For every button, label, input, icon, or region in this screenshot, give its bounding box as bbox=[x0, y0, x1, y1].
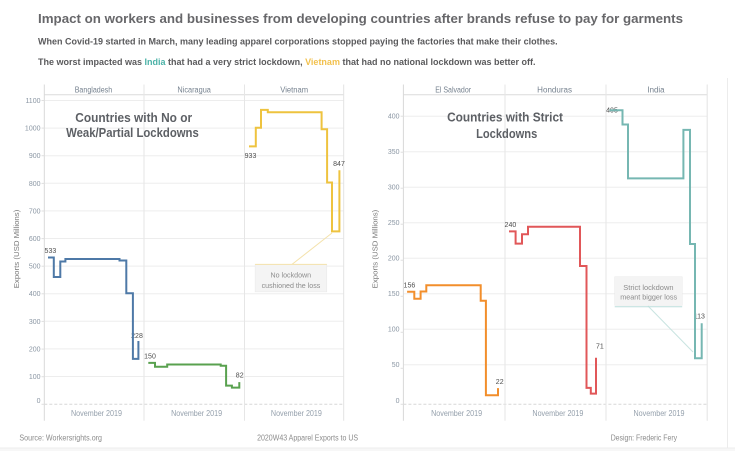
svg-text:Countries with No or: Countries with No or bbox=[75, 111, 192, 125]
svg-text:300: 300 bbox=[388, 185, 400, 192]
svg-text:November 2019: November 2019 bbox=[634, 408, 685, 418]
svg-text:1000: 1000 bbox=[25, 126, 41, 133]
svg-text:600: 600 bbox=[29, 236, 41, 243]
svg-text:150: 150 bbox=[144, 354, 156, 361]
svg-text:847: 847 bbox=[333, 161, 345, 168]
svg-text:113: 113 bbox=[694, 314, 705, 321]
svg-text:933: 933 bbox=[245, 153, 257, 160]
svg-text:November 2019: November 2019 bbox=[431, 408, 482, 418]
svg-text:150: 150 bbox=[388, 291, 400, 298]
svg-text:400: 400 bbox=[29, 291, 41, 298]
svg-text:meant bigger loss: meant bigger loss bbox=[620, 293, 677, 302]
svg-text:Bangladesh: Bangladesh bbox=[75, 86, 113, 95]
svg-text:250: 250 bbox=[388, 220, 400, 227]
svg-text:Strict lockdown: Strict lockdown bbox=[623, 283, 673, 292]
svg-text:Weak/Partial Lockdowns: Weak/Partial Lockdowns bbox=[66, 126, 199, 140]
svg-text:700: 700 bbox=[29, 208, 41, 215]
svg-text:500: 500 bbox=[29, 264, 41, 271]
svg-text:November 2019: November 2019 bbox=[171, 408, 222, 418]
svg-text:India: India bbox=[647, 86, 665, 95]
svg-text:240: 240 bbox=[505, 222, 517, 229]
svg-text:Exports (USD Millions): Exports (USD Millions) bbox=[12, 210, 21, 289]
svg-text:800: 800 bbox=[29, 181, 41, 188]
svg-text:Vietnam: Vietnam bbox=[280, 86, 308, 95]
svg-text:No lockdown: No lockdown bbox=[271, 270, 312, 279]
svg-text:350: 350 bbox=[388, 149, 400, 156]
svg-text:100: 100 bbox=[388, 327, 400, 334]
svg-text:200: 200 bbox=[388, 256, 400, 263]
svg-text:228: 228 bbox=[131, 333, 143, 340]
svg-text:71: 71 bbox=[596, 343, 604, 350]
svg-text:Design: Frederic Fery: Design: Frederic Fery bbox=[611, 434, 677, 443]
svg-text:Countries with Strict: Countries with Strict bbox=[447, 111, 564, 125]
svg-text:El Salvador: El Salvador bbox=[435, 86, 471, 95]
svg-text:533: 533 bbox=[45, 248, 57, 255]
svg-text:22: 22 bbox=[496, 379, 504, 386]
svg-text:cushioned the loss: cushioned the loss bbox=[262, 281, 321, 290]
svg-text:100: 100 bbox=[29, 374, 41, 381]
svg-text:November 2019: November 2019 bbox=[271, 408, 322, 418]
svg-text:Nicaragua: Nicaragua bbox=[177, 86, 211, 95]
svg-text:Exports (USD Millions): Exports (USD Millions) bbox=[371, 210, 380, 289]
svg-text:300: 300 bbox=[29, 319, 41, 326]
svg-text:Honduras: Honduras bbox=[537, 86, 572, 95]
svg-text:The worst impacted was India t: The worst impacted was India that had a … bbox=[38, 57, 535, 67]
svg-text:156: 156 bbox=[404, 282, 416, 289]
svg-text:400: 400 bbox=[388, 114, 400, 121]
svg-text:0: 0 bbox=[396, 398, 400, 405]
svg-text:0: 0 bbox=[37, 398, 41, 405]
svg-text:2020W43 Apparel Exports to US: 2020W43 Apparel Exports to US bbox=[257, 434, 358, 443]
svg-text:November 2019: November 2019 bbox=[532, 408, 583, 418]
svg-text:50: 50 bbox=[392, 362, 400, 369]
svg-text:November 2019: November 2019 bbox=[71, 408, 122, 418]
svg-text:82: 82 bbox=[236, 373, 244, 380]
svg-text:Lockdowns: Lockdowns bbox=[476, 127, 537, 141]
svg-text:When Covid-19 started in March: When Covid-19 started in March, many lea… bbox=[38, 36, 558, 46]
svg-text:Source: Workersrights.org: Source: Workersrights.org bbox=[19, 434, 102, 443]
svg-text:1100: 1100 bbox=[25, 98, 40, 105]
svg-text:900: 900 bbox=[29, 153, 41, 160]
svg-text:Impact on workers and business: Impact on workers and businesses from de… bbox=[38, 11, 683, 26]
svg-text:200: 200 bbox=[29, 346, 41, 353]
